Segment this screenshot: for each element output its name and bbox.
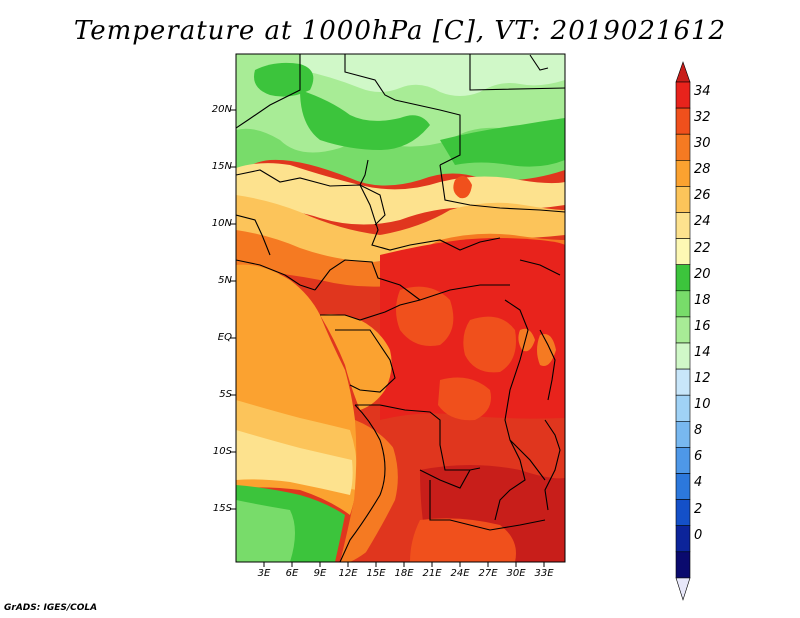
colorbar-label: 28 <box>694 162 711 178</box>
colorbar-swatch <box>675 420 691 448</box>
colorbar-swatch <box>675 551 691 579</box>
colorbar-swatch <box>675 290 691 318</box>
colorbar-swatch <box>675 473 691 500</box>
country-borders <box>236 54 565 562</box>
colorbar-swatch <box>675 133 691 161</box>
lon-label: 21E <box>422 568 442 579</box>
colorbar <box>675 61 691 601</box>
colorbar-label: 18 <box>694 292 711 308</box>
colorbar-swatch <box>675 107 691 135</box>
lat-label: 5S <box>219 389 232 400</box>
lon-label: 33E <box>534 568 554 579</box>
colorbar-label: 0 <box>694 527 703 543</box>
colorbar-under-triangle <box>675 577 691 601</box>
map-title: Temperature at 1000hPa [C], VT: 20190216… <box>73 16 727 46</box>
lat-label: 5N <box>218 275 232 286</box>
lon-label: 3E <box>257 568 271 579</box>
lat-label: 15N <box>211 161 232 172</box>
lat-label: 15S <box>212 503 232 514</box>
lat-label: 20N <box>211 104 232 115</box>
colorbar-swatch <box>675 316 691 344</box>
lat-label: EQ <box>217 332 232 343</box>
lon-label: 18E <box>394 568 414 579</box>
colorbar-swatch <box>675 81 691 109</box>
map-frame <box>235 53 566 563</box>
lon-label: 15E <box>366 568 386 579</box>
colorbar-swatch <box>675 394 691 422</box>
colorbar-swatch <box>675 342 691 370</box>
lon-label: 6E <box>285 568 299 579</box>
colorbar-label: 12 <box>694 371 711 387</box>
lon-label: 12E <box>338 568 358 579</box>
colorbar-swatch <box>675 212 691 239</box>
credit-text: GrADS: IGES/COLA <box>4 603 98 613</box>
colorbar-label: 32 <box>694 110 711 126</box>
colorbar-label: 16 <box>694 318 711 334</box>
colorbar-label: 4 <box>694 475 703 491</box>
lat-label: 10S <box>212 446 232 457</box>
lat-label: 10N <box>211 218 232 229</box>
colorbar-label: 2 <box>694 501 703 517</box>
colorbar-over-triangle <box>675 61 691 83</box>
colorbar-label: 20 <box>694 266 711 282</box>
temperature-field <box>236 54 565 562</box>
colorbar-swatch <box>675 238 691 266</box>
lon-label: 27E <box>478 568 498 579</box>
colorbar-label: 6 <box>694 449 703 465</box>
colorbar-swatch <box>675 525 691 553</box>
colorbar-label: 8 <box>694 423 703 439</box>
colorbar-swatch <box>675 160 691 187</box>
lon-label: 24E <box>450 568 470 579</box>
colorbar-label: 14 <box>694 344 711 360</box>
colorbar-swatch <box>675 447 691 474</box>
colorbar-label: 10 <box>694 397 711 413</box>
colorbar-label: 34 <box>694 83 711 99</box>
colorbar-label: 26 <box>694 188 711 204</box>
lon-label: 30E <box>506 568 526 579</box>
axis-ticks <box>230 109 545 567</box>
colorbar-swatch <box>675 499 691 527</box>
colorbar-swatch <box>675 186 691 213</box>
colorbar-swatch <box>675 368 691 396</box>
colorbar-label: 30 <box>694 136 711 152</box>
colorbar-label: 24 <box>694 214 711 230</box>
lon-label: 9E <box>313 568 327 579</box>
colorbar-swatch <box>675 264 691 292</box>
colorbar-label: 22 <box>694 240 711 256</box>
